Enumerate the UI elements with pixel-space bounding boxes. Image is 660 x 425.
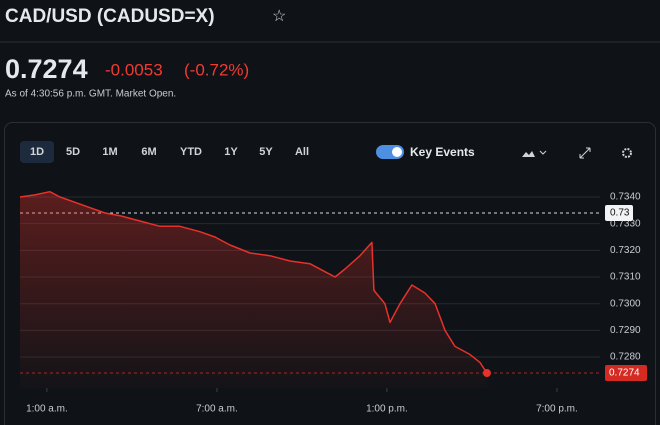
previous-close-badge (605, 205, 633, 222)
change: -0.0053 (105, 60, 163, 79)
x-tick-label: 7:00 a.m. (196, 404, 238, 415)
chart-card (4, 122, 656, 425)
y-tick-label: 0.7290 (610, 325, 641, 336)
price: 0.7274 (5, 54, 88, 84)
chart-type-icon[interactable] (522, 151, 535, 157)
title: CAD/USD (CADUSD=X) (5, 6, 215, 27)
last-price-label: 0.7274 (609, 368, 640, 379)
dropdown-icon[interactable] (539, 150, 547, 155)
y-tick-label: 0.7330 (610, 218, 641, 229)
y-tick-label: 0.7300 (610, 298, 641, 309)
x-tick-label: 7:00 p.m. (536, 404, 578, 415)
change-percent: (-0.72%) (184, 60, 249, 79)
range-button[interactable]: 1D (30, 146, 44, 158)
x-tick-label: 1:00 p.m. (366, 404, 408, 415)
area (20, 191, 487, 388)
range-button[interactable]: 1M (102, 146, 117, 158)
range-button[interactable]: 1Y (224, 146, 238, 158)
settings-icon[interactable] (622, 148, 632, 158)
last-price-badge (605, 365, 647, 382)
last-point (482, 369, 491, 378)
range-button[interactable]: 5Y (259, 146, 273, 158)
fullscreen-icon[interactable] (579, 147, 591, 159)
range-button[interactable]: All (295, 146, 309, 158)
y-tick-label: 0.7320 (610, 245, 641, 256)
previous-close-label: 0.73 (610, 208, 630, 219)
range-active-bg (20, 141, 54, 163)
toggle-knob (392, 147, 402, 157)
toggle-label[interactable]: Key Events (410, 145, 475, 159)
range-button[interactable]: 5D (66, 146, 80, 158)
plot: 0.7340 0.7330 0.7320 0.7310 0.7300 0.7290 0.72… (19, 190, 647, 415)
star-icon[interactable]: ☆ (272, 8, 286, 25)
y-tick-label: 0.7340 (610, 192, 641, 203)
x-tick-label: 1:00 a.m. (26, 404, 68, 415)
range-button[interactable]: 6M (141, 146, 156, 158)
y-tick-label: 0.7310 (610, 272, 641, 283)
price-line (19, 190, 488, 374)
status: As of 4:30:56 p.m. GMT. Market Open. (5, 89, 176, 100)
range-button[interactable]: YTD (180, 146, 202, 158)
y-tick-label: 0.7280 (610, 352, 641, 363)
